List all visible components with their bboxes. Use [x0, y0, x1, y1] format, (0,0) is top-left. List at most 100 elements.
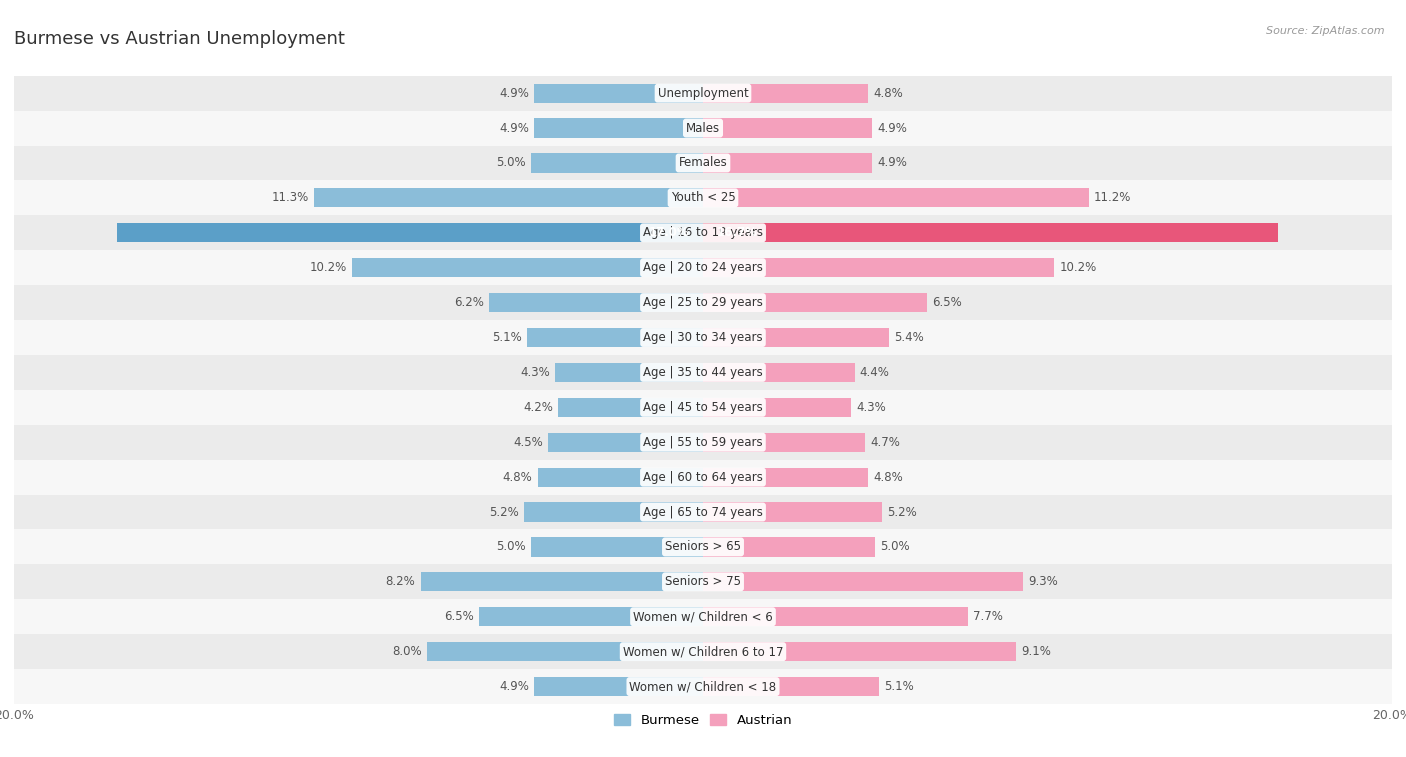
Text: 4.7%: 4.7%	[870, 436, 900, 449]
Bar	[14, 180, 1392, 215]
Bar	[489, 293, 703, 312]
Bar	[14, 390, 1392, 425]
Text: Women w/ Children < 6: Women w/ Children < 6	[633, 610, 773, 623]
Bar	[703, 468, 869, 487]
Bar	[703, 223, 1278, 242]
Bar	[14, 251, 1392, 285]
Bar	[537, 468, 703, 487]
Text: 11.2%: 11.2%	[1094, 192, 1132, 204]
Text: 4.2%: 4.2%	[523, 400, 553, 414]
Text: 9.1%: 9.1%	[1022, 645, 1052, 658]
Bar	[14, 355, 1392, 390]
Text: Females: Females	[679, 157, 727, 170]
Bar	[703, 642, 1017, 662]
Bar	[479, 607, 703, 626]
Bar	[14, 320, 1392, 355]
Text: 4.3%: 4.3%	[856, 400, 886, 414]
Text: Seniors > 75: Seniors > 75	[665, 575, 741, 588]
Bar	[14, 145, 1392, 180]
Bar	[703, 328, 889, 347]
Bar	[703, 397, 851, 417]
Text: Age | 55 to 59 years: Age | 55 to 59 years	[643, 436, 763, 449]
Bar	[527, 328, 703, 347]
Bar	[534, 118, 703, 138]
Bar	[548, 432, 703, 452]
Bar	[534, 83, 703, 103]
Text: 4.9%: 4.9%	[499, 86, 529, 100]
Text: 5.1%: 5.1%	[884, 680, 914, 693]
Bar	[14, 111, 1392, 145]
Text: Unemployment: Unemployment	[658, 86, 748, 100]
Bar	[703, 83, 869, 103]
Bar	[524, 503, 703, 522]
Bar	[558, 397, 703, 417]
Text: 4.9%: 4.9%	[877, 157, 907, 170]
Bar	[703, 503, 882, 522]
Bar	[14, 634, 1392, 669]
Bar	[14, 669, 1392, 704]
Text: Source: ZipAtlas.com: Source: ZipAtlas.com	[1267, 26, 1385, 36]
Bar	[703, 607, 969, 626]
Text: 10.2%: 10.2%	[309, 261, 346, 274]
Bar	[703, 154, 872, 173]
Bar	[531, 537, 703, 556]
Bar	[420, 572, 703, 591]
Text: 4.8%: 4.8%	[873, 86, 903, 100]
Text: Women w/ Children < 18: Women w/ Children < 18	[630, 680, 776, 693]
Bar	[14, 459, 1392, 494]
Legend: Burmese, Austrian: Burmese, Austrian	[609, 709, 797, 732]
Text: 4.9%: 4.9%	[499, 122, 529, 135]
Bar	[703, 188, 1088, 207]
Bar	[117, 223, 703, 242]
Text: 5.0%: 5.0%	[496, 157, 526, 170]
Text: Age | 65 to 74 years: Age | 65 to 74 years	[643, 506, 763, 519]
Text: 5.0%: 5.0%	[496, 540, 526, 553]
Text: 4.8%: 4.8%	[873, 471, 903, 484]
Bar	[534, 677, 703, 696]
Bar	[14, 425, 1392, 459]
Bar	[703, 572, 1024, 591]
Bar	[314, 188, 703, 207]
Text: Age | 45 to 54 years: Age | 45 to 54 years	[643, 400, 763, 414]
Bar	[14, 215, 1392, 251]
Text: Burmese vs Austrian Unemployment: Burmese vs Austrian Unemployment	[14, 30, 344, 48]
Text: Age | 30 to 34 years: Age | 30 to 34 years	[643, 331, 763, 344]
Text: 16.7%: 16.7%	[717, 226, 758, 239]
Text: Seniors > 65: Seniors > 65	[665, 540, 741, 553]
Bar	[703, 677, 879, 696]
Text: 8.0%: 8.0%	[392, 645, 422, 658]
Text: 6.2%: 6.2%	[454, 296, 484, 309]
Text: 4.5%: 4.5%	[513, 436, 543, 449]
Bar	[14, 494, 1392, 529]
Text: 7.7%: 7.7%	[973, 610, 1004, 623]
Text: 11.3%: 11.3%	[271, 192, 308, 204]
Bar	[14, 76, 1392, 111]
Text: 4.8%: 4.8%	[503, 471, 533, 484]
Text: Males: Males	[686, 122, 720, 135]
Bar	[352, 258, 703, 277]
Text: Women w/ Children 6 to 17: Women w/ Children 6 to 17	[623, 645, 783, 658]
Bar	[14, 285, 1392, 320]
Text: 5.2%: 5.2%	[489, 506, 519, 519]
Text: 4.4%: 4.4%	[859, 366, 890, 379]
Bar	[14, 565, 1392, 600]
Text: 8.2%: 8.2%	[385, 575, 415, 588]
Text: 9.3%: 9.3%	[1029, 575, 1059, 588]
Text: 4.9%: 4.9%	[499, 680, 529, 693]
Bar	[703, 118, 872, 138]
Text: 6.5%: 6.5%	[932, 296, 962, 309]
Bar	[531, 154, 703, 173]
Text: Youth < 25: Youth < 25	[671, 192, 735, 204]
Bar	[703, 537, 875, 556]
Text: 5.1%: 5.1%	[492, 331, 522, 344]
Text: 6.5%: 6.5%	[444, 610, 474, 623]
Bar	[703, 258, 1054, 277]
Text: Age | 20 to 24 years: Age | 20 to 24 years	[643, 261, 763, 274]
Bar	[555, 363, 703, 382]
Text: Age | 25 to 29 years: Age | 25 to 29 years	[643, 296, 763, 309]
Text: Age | 60 to 64 years: Age | 60 to 64 years	[643, 471, 763, 484]
Bar	[703, 432, 865, 452]
Bar	[14, 600, 1392, 634]
Bar	[427, 642, 703, 662]
Text: 10.2%: 10.2%	[1060, 261, 1097, 274]
